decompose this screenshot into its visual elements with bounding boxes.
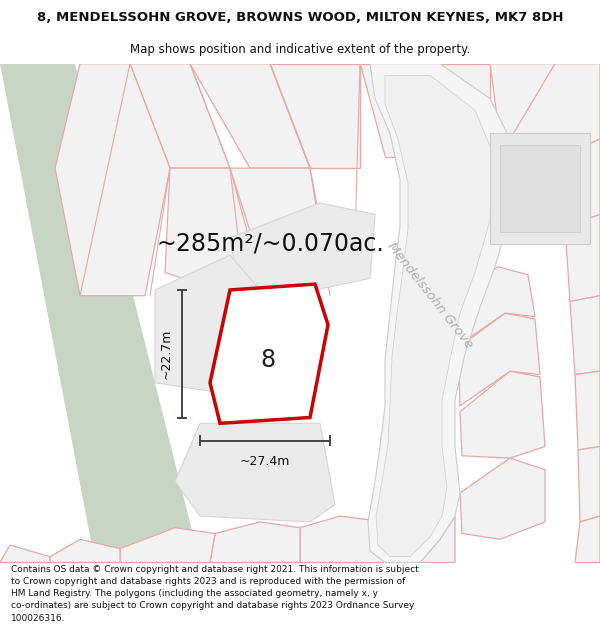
Polygon shape [130,64,230,168]
Polygon shape [300,516,385,562]
Polygon shape [570,296,600,374]
Polygon shape [458,313,540,406]
Polygon shape [50,539,120,562]
Polygon shape [490,133,590,244]
Polygon shape [175,423,335,522]
Polygon shape [55,64,170,296]
Polygon shape [455,267,535,346]
Polygon shape [500,145,580,232]
Polygon shape [360,64,430,156]
Polygon shape [575,516,600,562]
Polygon shape [510,64,600,156]
Polygon shape [560,139,600,226]
Polygon shape [555,64,600,133]
Polygon shape [565,214,600,301]
Text: ~27.4m: ~27.4m [240,455,290,468]
Polygon shape [460,371,545,458]
Polygon shape [165,168,260,284]
Text: ~22.7m: ~22.7m [160,329,173,379]
Text: Contains OS data © Crown copyright and database right 2021. This information is : Contains OS data © Crown copyright and d… [11,565,419,622]
Polygon shape [0,64,200,562]
Polygon shape [230,203,375,296]
Polygon shape [575,371,600,450]
Polygon shape [190,64,310,168]
Polygon shape [368,64,510,562]
Text: Map shows position and indicative extent of the property.: Map shows position and indicative extent… [130,43,470,56]
Polygon shape [490,64,560,139]
Polygon shape [430,64,490,151]
Text: 8: 8 [260,348,275,371]
Polygon shape [225,301,315,406]
Polygon shape [385,516,455,562]
Polygon shape [0,545,50,562]
Polygon shape [155,255,265,394]
Polygon shape [210,284,328,423]
Polygon shape [120,528,215,562]
Text: 8, MENDELSSOHN GROVE, BROWNS WOOD, MILTON KEYNES, MK7 8DH: 8, MENDELSSOHN GROVE, BROWNS WOOD, MILTO… [37,11,563,24]
Polygon shape [376,76,492,557]
Polygon shape [460,458,545,539]
Polygon shape [210,522,300,562]
Text: ~285m²/~0.070ac.: ~285m²/~0.070ac. [156,231,384,256]
Polygon shape [578,446,600,522]
Polygon shape [230,168,330,278]
Polygon shape [270,64,360,168]
Text: Mendelssohn Grove: Mendelssohn Grove [385,240,475,351]
